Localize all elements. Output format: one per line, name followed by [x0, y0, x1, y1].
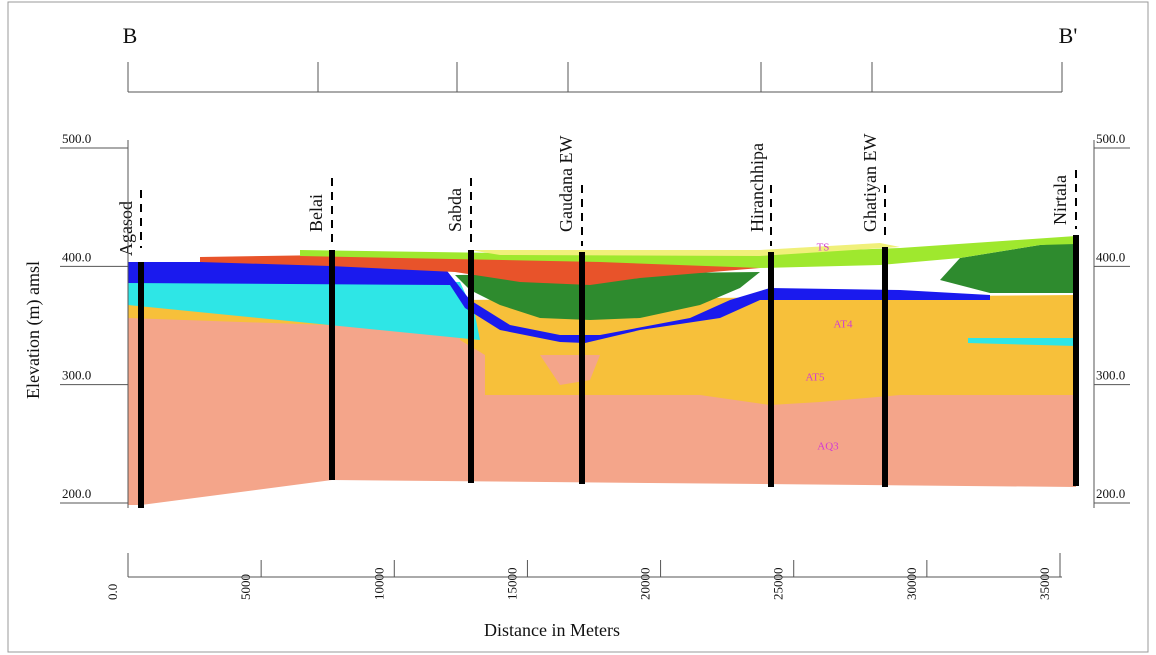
x-tick-label: 20000 — [638, 568, 653, 601]
y-tick-label: 200.0 — [62, 486, 91, 501]
section-start: B — [123, 23, 138, 48]
x-tick-label: 30000 — [904, 568, 919, 601]
layer-label: AQ3 — [817, 441, 839, 453]
y-tick-label: 400.0 — [1096, 249, 1125, 264]
x-axis-title: Distance in Meters — [484, 620, 620, 640]
layer-label: AT4 — [834, 319, 853, 331]
well-name: Sabda — [445, 188, 465, 232]
x-tick-label: 10000 — [371, 568, 386, 601]
well-labels: Agasod Belai Sabda Gaudana EW Hiranchhip… — [116, 134, 1070, 256]
x-tick-label: 25000 — [771, 568, 786, 601]
y-axis-title: Elevation (m) amsl — [23, 261, 44, 399]
x-tick-label: 15000 — [504, 568, 519, 601]
layer-label: TS — [817, 242, 830, 254]
x-tick-label: 5000 — [238, 574, 253, 600]
y-tick-label: 500.0 — [62, 131, 91, 146]
x-tick-label: 0.0 — [105, 584, 120, 600]
section-bar — [128, 62, 1062, 92]
y-tick-label: 400.0 — [62, 249, 91, 264]
well-name: Agasod — [116, 201, 136, 256]
well-name: Gaudana EW — [556, 136, 576, 232]
y-tick-label: 300.0 — [62, 368, 91, 383]
section-end: B' — [1059, 23, 1078, 48]
y-tick-label: 500.0 — [1096, 131, 1125, 146]
layer-label: AT5 — [806, 372, 825, 384]
x-tick-label: 35000 — [1037, 568, 1052, 601]
layers — [128, 236, 1076, 505]
well-name: Hiranchhipa — [747, 143, 767, 232]
y-tick-label: 200.0 — [1096, 486, 1125, 501]
well-name: Nirtala — [1050, 175, 1070, 225]
y-tick-label: 300.0 — [1096, 368, 1125, 383]
well-name: Ghatiyan EW — [860, 134, 880, 232]
cross-section: B B' Agasod Belai Sabda Gaudana EW — [0, 0, 1156, 655]
well-name: Belai — [306, 194, 326, 232]
